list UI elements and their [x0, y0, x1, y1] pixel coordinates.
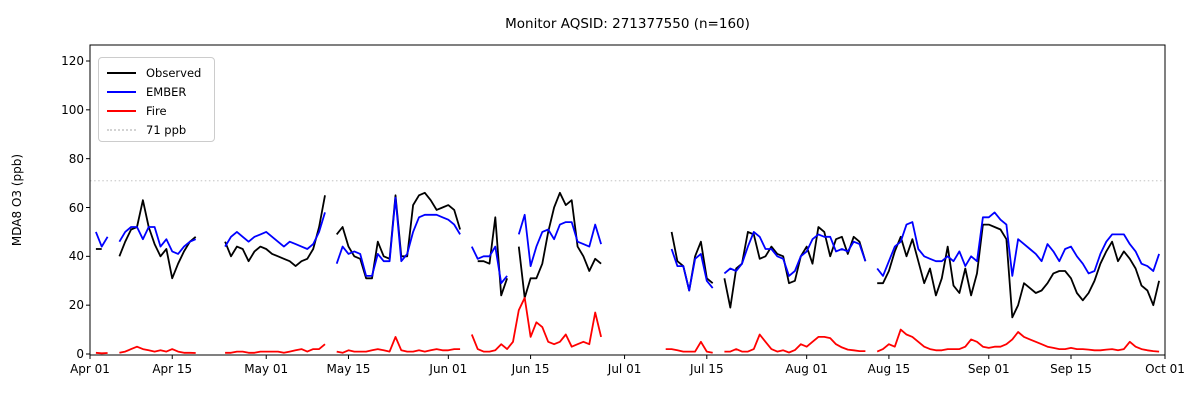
x-tick-label: Apr 01 — [70, 362, 110, 376]
x-tick-label: Aug 15 — [867, 362, 911, 376]
legend-item-fire: Fire — [107, 102, 206, 120]
fire-line — [336, 335, 461, 354]
legend-label: Fire — [146, 104, 167, 118]
x-tick-label: Sep 01 — [967, 362, 1010, 376]
y-tick-label: 120 — [61, 54, 84, 68]
observed-line — [224, 195, 326, 268]
x-tick-label: Jul 01 — [607, 362, 642, 376]
threshold-line-sample — [107, 129, 136, 131]
ember-line — [95, 231, 109, 248]
fire-line — [470, 296, 602, 353]
fire-line — [225, 343, 326, 354]
plot-border — [89, 44, 1166, 356]
y-tick-label: 20 — [68, 298, 84, 313]
fire-line — [876, 328, 1160, 353]
legend-box: Observed EMBER Fire 71 ppb — [98, 57, 215, 142]
fire-line — [95, 351, 108, 355]
x-tick-label: May 15 — [326, 362, 371, 376]
fire-line — [724, 333, 866, 354]
x-tick-label: Aug 01 — [785, 362, 828, 376]
x-tick-label: Jun 01 — [429, 362, 468, 376]
y-tick-label: 60 — [68, 200, 84, 215]
x-tick-label: Apr 15 — [152, 362, 193, 376]
y-tick-label: 80 — [68, 151, 84, 166]
observed-line — [723, 226, 867, 309]
y-tick-label: 40 — [68, 249, 84, 264]
ember-line — [224, 212, 326, 250]
chart-title: Monitor AQSID: 271377550 (n=160) — [505, 16, 750, 32]
x-tick-label: Jul 15 — [690, 362, 724, 376]
ember-line — [118, 226, 197, 255]
legend-item-threshold: 71 ppb — [107, 121, 206, 139]
ember-line — [335, 196, 461, 277]
legend-item-observed: Observed — [107, 64, 206, 82]
legend-label: 71 ppb — [146, 123, 187, 137]
ember-line — [517, 213, 602, 268]
ember-line — [670, 248, 714, 292]
legend-label: EMBER — [146, 85, 187, 99]
x-tick-label: Oct 01 — [1145, 362, 1185, 376]
observed-line — [877, 223, 1160, 319]
ember-line-sample — [107, 91, 136, 93]
x-tick-label: Jun 15 — [511, 362, 550, 376]
ember-line — [470, 245, 508, 285]
fire-line — [119, 345, 196, 354]
x-tick-label: May 01 — [244, 362, 289, 376]
observed-line — [118, 199, 197, 280]
observed-line — [517, 191, 602, 299]
legend-item-ember: EMBER — [107, 83, 206, 101]
legend-label: Observed — [146, 66, 202, 80]
ember-line — [723, 230, 867, 277]
fire-line — [665, 340, 713, 354]
fire-line-sample — [107, 110, 136, 112]
ember-line — [876, 211, 1160, 277]
x-tick-label: Sep 15 — [1050, 362, 1092, 376]
observed-line — [477, 216, 508, 297]
y-tick-label: 0 — [76, 347, 84, 361]
y-tick-label: 100 — [61, 102, 84, 117]
observed-line-sample — [107, 72, 136, 74]
